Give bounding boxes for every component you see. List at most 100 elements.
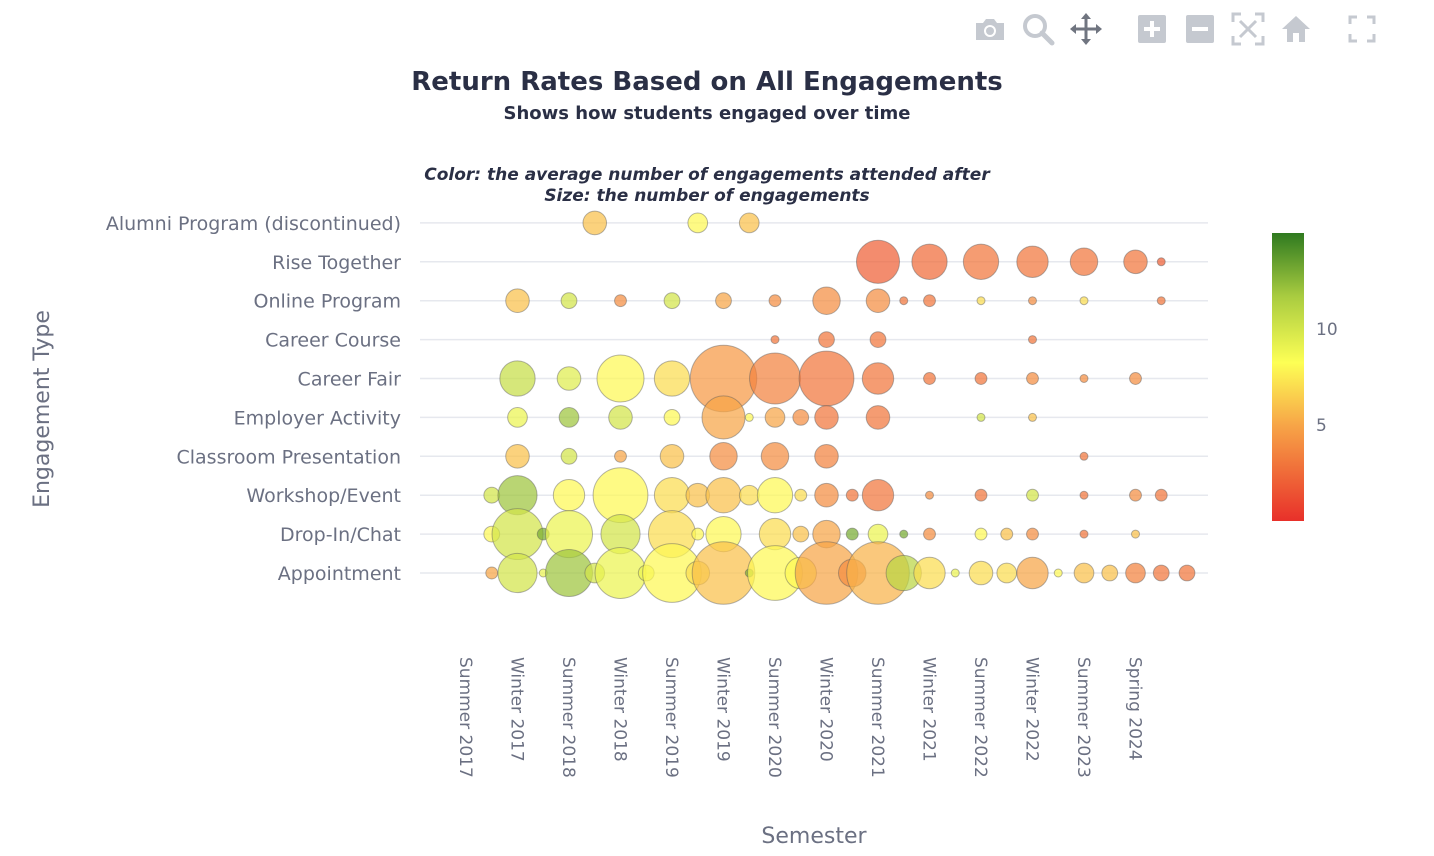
- bubble[interactable]: [923, 527, 936, 541]
- bubble[interactable]: [1156, 296, 1166, 306]
- bubble[interactable]: [1026, 527, 1039, 541]
- bubble[interactable]: [653, 360, 691, 397]
- bubble[interactable]: [845, 488, 859, 502]
- bubble[interactable]: [1131, 529, 1140, 539]
- bubble[interactable]: [911, 243, 948, 280]
- bubble[interactable]: [869, 331, 887, 349]
- bubble[interactable]: [913, 556, 946, 590]
- bubble[interactable]: [814, 482, 839, 508]
- bubble[interactable]: [794, 488, 808, 502]
- bubble[interactable]: [556, 366, 582, 391]
- bubble[interactable]: [1125, 562, 1146, 584]
- bubble[interactable]: [596, 354, 645, 403]
- bubble[interactable]: [1154, 488, 1168, 502]
- bubble[interactable]: [560, 292, 578, 310]
- bubble[interactable]: [1101, 564, 1119, 582]
- bubble[interactable]: [507, 407, 528, 428]
- bubble[interactable]: [1129, 488, 1142, 502]
- bubble[interactable]: [663, 292, 681, 310]
- bubble[interactable]: [749, 352, 801, 405]
- bubble[interactable]: [861, 362, 895, 395]
- bubble[interactable]: [865, 405, 891, 430]
- bubble[interactable]: [1069, 247, 1099, 277]
- bubble[interactable]: [485, 566, 499, 580]
- bubble[interactable]: [768, 294, 782, 308]
- bubble[interactable]: [499, 360, 536, 397]
- bubble[interactable]: [558, 407, 580, 428]
- bubble[interactable]: [505, 444, 530, 469]
- bubble[interactable]: [1026, 372, 1039, 385]
- bubble[interactable]: [560, 447, 578, 465]
- bubble[interactable]: [760, 442, 790, 471]
- bubble[interactable]: [792, 525, 810, 543]
- bubble[interactable]: [867, 523, 889, 545]
- bubble[interactable]: [1079, 296, 1089, 306]
- bubble[interactable]: [814, 405, 839, 430]
- bubble[interactable]: [855, 239, 901, 284]
- bubble[interactable]: [1152, 564, 1170, 582]
- bubble[interactable]: [1028, 296, 1037, 306]
- bubble[interactable]: [1129, 372, 1142, 385]
- bubble[interactable]: [974, 527, 988, 541]
- bubble[interactable]: [738, 212, 760, 234]
- bubble[interactable]: [1079, 529, 1089, 539]
- bubble[interactable]: [861, 479, 895, 512]
- bubble[interactable]: [1073, 562, 1095, 584]
- bubble[interactable]: [845, 527, 859, 541]
- bubble[interactable]: [968, 560, 994, 586]
- home-icon[interactable]: [1276, 10, 1316, 48]
- bubble[interactable]: [491, 508, 544, 561]
- bubble[interactable]: [1156, 257, 1166, 267]
- bubble[interactable]: [925, 490, 934, 500]
- bubble[interactable]: [715, 292, 732, 310]
- bubble[interactable]: [976, 412, 986, 422]
- bubble[interactable]: [483, 486, 501, 504]
- zoom-in-icon[interactable]: [1132, 10, 1172, 48]
- bubble[interactable]: [738, 484, 760, 506]
- bubble[interactable]: [614, 294, 627, 308]
- bubble[interactable]: [812, 286, 841, 315]
- zoom-out-icon[interactable]: [1180, 10, 1220, 48]
- bubble[interactable]: [608, 405, 633, 430]
- bubble[interactable]: [974, 488, 988, 502]
- pan-icon[interactable]: [1066, 10, 1106, 48]
- bubble[interactable]: [744, 412, 754, 422]
- bubble[interactable]: [899, 296, 909, 306]
- bubble[interactable]: [497, 552, 538, 594]
- bubble[interactable]: [758, 517, 792, 551]
- bubble[interactable]: [653, 477, 691, 514]
- bubble[interactable]: [705, 477, 742, 514]
- bubble[interactable]: [691, 527, 705, 541]
- bubble[interactable]: [701, 395, 746, 440]
- bubble[interactable]: [1026, 488, 1039, 502]
- bubble[interactable]: [614, 449, 627, 463]
- bubble[interactable]: [923, 294, 936, 308]
- bubble[interactable]: [899, 529, 909, 539]
- bubble[interactable]: [996, 562, 1018, 584]
- bubble[interactable]: [582, 210, 608, 236]
- bubble[interactable]: [818, 331, 835, 349]
- bubble[interactable]: [974, 372, 988, 385]
- bubble[interactable]: [505, 288, 530, 314]
- bubble[interactable]: [1079, 451, 1089, 461]
- fullscreen-icon[interactable]: [1342, 10, 1382, 48]
- bubble[interactable]: [552, 479, 586, 512]
- bubble[interactable]: [1053, 568, 1063, 578]
- bubble[interactable]: [663, 409, 681, 426]
- bubble[interactable]: [756, 477, 794, 514]
- bubble[interactable]: [1000, 527, 1014, 541]
- bubble[interactable]: [962, 243, 1000, 280]
- bubble[interactable]: [1079, 490, 1089, 500]
- bubble[interactable]: [950, 568, 960, 578]
- bubble[interactable]: [1016, 245, 1049, 278]
- bubble[interactable]: [792, 409, 810, 426]
- autoscale-icon[interactable]: [1228, 10, 1268, 48]
- bubble[interactable]: [1028, 412, 1037, 422]
- bubble[interactable]: [764, 407, 786, 428]
- bubble[interactable]: [1016, 556, 1049, 590]
- bubble[interactable]: [659, 444, 685, 469]
- zoom-icon[interactable]: [1018, 10, 1058, 48]
- bubble[interactable]: [923, 372, 936, 385]
- bubble[interactable]: [1123, 249, 1148, 275]
- bubble[interactable]: [709, 442, 738, 471]
